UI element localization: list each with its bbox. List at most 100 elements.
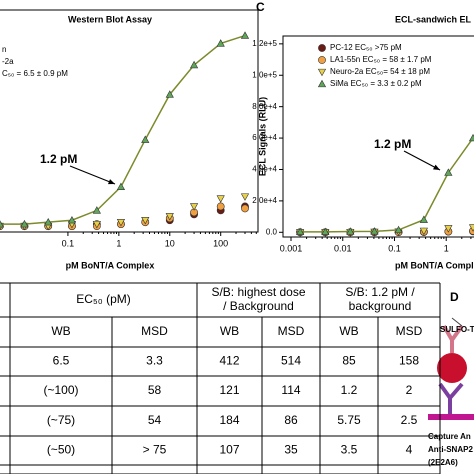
table-cell: 2 xyxy=(406,383,413,397)
table-subheader: WB xyxy=(51,324,70,338)
data-point xyxy=(296,227,305,235)
x-tick-label: 0.1 xyxy=(388,243,401,253)
x-tick-label: 1 xyxy=(116,238,121,248)
chart: ECL-sandwich EL pM BoNT/A Compl ECL Signal… xyxy=(252,14,474,270)
annotation: 1.2 pM xyxy=(40,152,77,166)
legend-marker xyxy=(318,56,326,64)
table-cell: 2.5 xyxy=(401,413,418,427)
arrow-head xyxy=(433,164,440,170)
data-point xyxy=(394,225,403,234)
table-cell: 58 xyxy=(148,383,162,397)
y-tick-label: 1.0e+5 xyxy=(252,70,277,79)
table-cell: 3.5 xyxy=(341,443,358,457)
table-cell: 6.5 xyxy=(53,354,70,368)
x-tick-label: 10 xyxy=(165,238,175,248)
table-cell: 107 xyxy=(219,443,239,457)
legend-label: PC-12 EC₅₀ >75 pM xyxy=(330,43,402,52)
table-cell: 5.75 xyxy=(337,413,361,427)
panel-label: D xyxy=(450,290,459,304)
table-cell: 412 xyxy=(219,354,239,368)
data-point xyxy=(444,225,453,233)
data-point xyxy=(116,182,126,190)
data-point xyxy=(189,60,199,69)
assay-diagram xyxy=(428,317,474,420)
legend-label: Neuro-2a EC₅₀= 54 ± 18 pM xyxy=(330,67,430,76)
annotation-arrow xyxy=(403,150,441,171)
x-tick-label: 100 xyxy=(213,238,228,248)
annotation-arrow xyxy=(69,165,116,185)
table-cell: (~75) xyxy=(47,413,75,427)
data-point xyxy=(0,220,4,228)
data-point xyxy=(468,224,474,232)
detection-antibody xyxy=(442,324,464,353)
data-point xyxy=(370,227,379,235)
fit-curve xyxy=(300,137,474,233)
y-tick-label: 4.0e+4 xyxy=(252,165,277,174)
plot-frame xyxy=(282,35,474,238)
table-cell: 158 xyxy=(399,354,419,368)
x-tick-label: 0.001 xyxy=(280,243,303,253)
data-point xyxy=(419,227,428,236)
x-axis-label: pM BoNT/A Complex xyxy=(66,260,155,270)
chart: Western Blot Assay pM BoNT/A Complex 0.1 1 1… xyxy=(0,9,259,270)
data-point xyxy=(67,215,77,224)
legend-marker xyxy=(318,44,326,52)
diagram-text: SULFO-T xyxy=(440,325,474,334)
annotation: 1.2 pM xyxy=(374,137,411,151)
data-point xyxy=(346,227,355,235)
plate xyxy=(428,414,474,420)
table-subheader: WB xyxy=(339,324,358,338)
table-group-header: EC₅₀ (pM) xyxy=(76,292,130,306)
y-tick-label: 8.0e+4 xyxy=(252,102,277,111)
table-group-header: background xyxy=(349,299,412,313)
table-group-header: S/B: highest dose xyxy=(211,285,305,299)
table-subheader: MSD xyxy=(278,324,305,338)
data-point xyxy=(116,218,126,227)
x-tick-label: 0.01 xyxy=(334,243,352,253)
y-tick-label: 0.0 xyxy=(266,227,278,236)
table-cell: 86 xyxy=(284,413,298,427)
data-point xyxy=(216,202,225,211)
data-point xyxy=(165,90,174,98)
x-tick-label: 1 xyxy=(444,243,449,253)
table-cell: 184 xyxy=(219,413,239,427)
table-cell: 54 xyxy=(148,413,162,427)
table-subheader: WB xyxy=(220,324,239,338)
data-point xyxy=(92,206,101,214)
data-point xyxy=(44,217,53,226)
data-point xyxy=(240,193,250,201)
data-point xyxy=(321,227,330,235)
data-point xyxy=(92,220,101,229)
table-cell: 3.3 xyxy=(146,354,163,368)
y-tick-label: 2.0e+4 xyxy=(252,196,277,205)
label-line xyxy=(451,317,463,327)
data-point xyxy=(419,215,428,223)
results-table: EC₅₀ (pM) S/B: highest dose/ Background S/… xyxy=(0,282,441,474)
data-point xyxy=(468,133,474,142)
data-point xyxy=(240,31,250,39)
data-point xyxy=(216,39,225,47)
table-cell: 35 xyxy=(284,443,298,457)
x-tick-label: 0.1 xyxy=(62,238,75,248)
legend-label: LA1-55n EC₅₀ = 58 ± 1.7 pM xyxy=(330,55,432,64)
data-point xyxy=(141,135,150,143)
diagram-text: Capture An xyxy=(428,432,471,441)
capture-antibody xyxy=(438,382,464,414)
fit-curve xyxy=(0,34,246,225)
y-tick-label: 1.2e+5 xyxy=(252,39,277,48)
table-cell: (~50) xyxy=(47,443,75,457)
table-subheader: MSD xyxy=(396,324,423,338)
data-point xyxy=(141,217,150,225)
table-subheader: MSD xyxy=(141,324,168,338)
data-point xyxy=(241,204,249,213)
table-cell: > 75 xyxy=(143,443,167,457)
legend-label: -2a xyxy=(2,57,14,66)
diagram-text: Anti-SNAP2 xyxy=(428,445,473,454)
table-cell: 121 xyxy=(219,383,239,397)
data-point xyxy=(216,195,225,203)
table-cell: (~100) xyxy=(43,383,78,397)
y-tick-label: 6.0e+4 xyxy=(252,133,277,142)
data-point xyxy=(189,203,199,211)
legend-label: SiMa EC₅₀ = 3.3 ± 0.2 pM xyxy=(330,79,422,88)
